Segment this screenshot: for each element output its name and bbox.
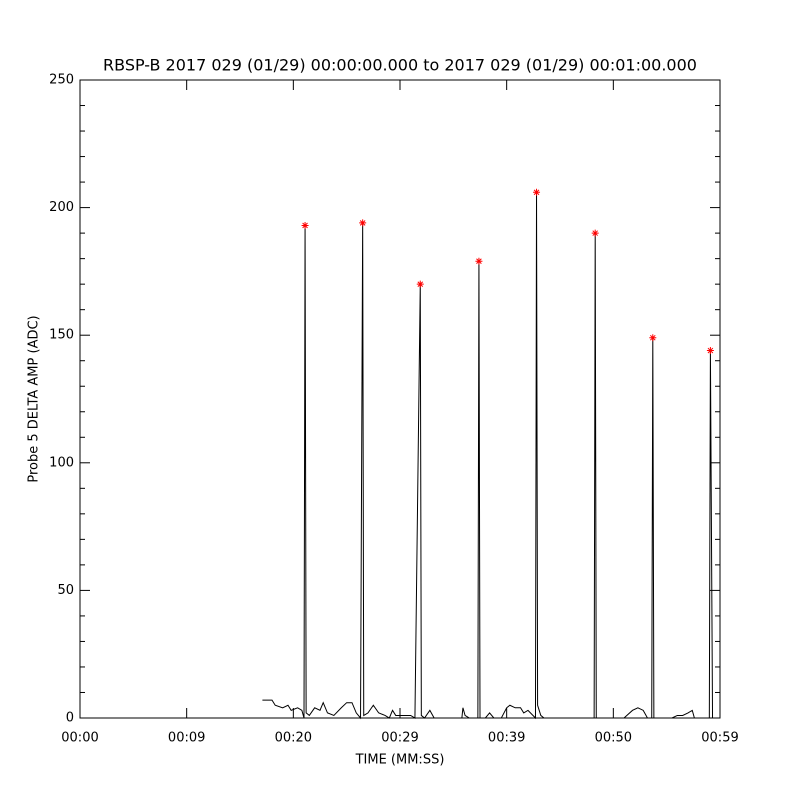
x-tick-label: 00:09 bbox=[168, 731, 205, 746]
y-tick-label: 200 bbox=[49, 200, 74, 215]
y-tick-label: 250 bbox=[49, 73, 74, 88]
y-axis-label: Probe 5 DELTA AMP (ADC) bbox=[27, 315, 42, 482]
peak-marker bbox=[649, 334, 657, 342]
peak-marker bbox=[475, 257, 483, 265]
data-line bbox=[262, 192, 714, 720]
x-tick-label: 00:00 bbox=[61, 731, 98, 746]
peak-marker bbox=[706, 347, 714, 355]
peak-marker bbox=[591, 229, 599, 237]
x-tick-label: 00:29 bbox=[381, 731, 418, 746]
plot-frame bbox=[79, 79, 721, 719]
x-tick-label: 00:50 bbox=[595, 731, 632, 746]
y-tick-label: 100 bbox=[49, 455, 74, 470]
chart-title: RBSP-B 2017 029 (01/29) 00:00:00.000 to … bbox=[103, 56, 697, 75]
x-axis-label: TIME (MM:SS) bbox=[355, 753, 445, 768]
peak-marker bbox=[359, 219, 367, 227]
y-tick-label: 150 bbox=[49, 328, 74, 343]
y-tick-label: 0 bbox=[66, 711, 74, 726]
peak-marker bbox=[533, 188, 541, 196]
x-tick-label: 00:20 bbox=[275, 731, 312, 746]
peak-marker bbox=[416, 280, 424, 288]
x-tick-label: 00:59 bbox=[701, 731, 738, 746]
x-tick-label: 00:39 bbox=[488, 731, 525, 746]
y-tick-label: 50 bbox=[57, 583, 74, 598]
peak-marker bbox=[301, 221, 309, 229]
